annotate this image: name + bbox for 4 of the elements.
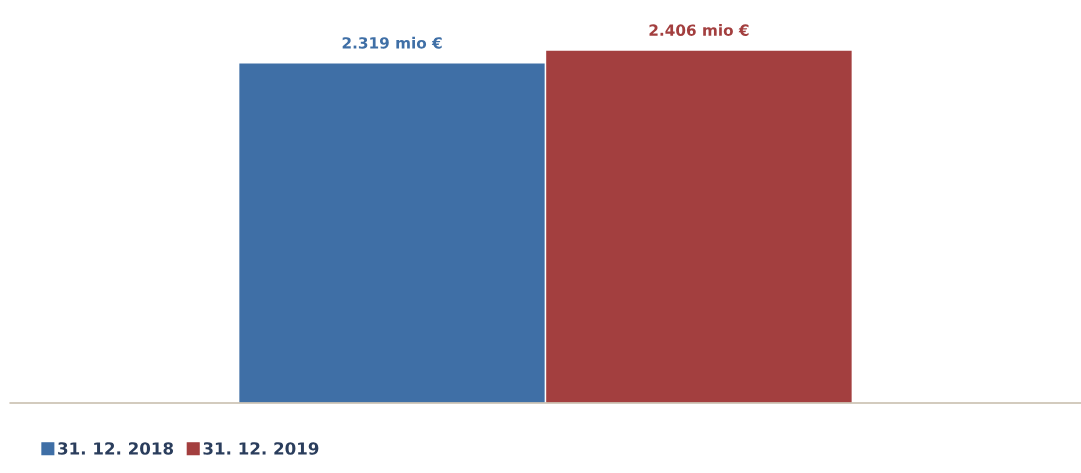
data-label: 2.406 mio € [649, 24, 749, 36]
data-label: 2.319 mio € [342, 36, 442, 49]
legend-label: 31. 12. 2019 [203, 442, 319, 455]
legend-label: 31. 12. 2018 [58, 442, 174, 455]
